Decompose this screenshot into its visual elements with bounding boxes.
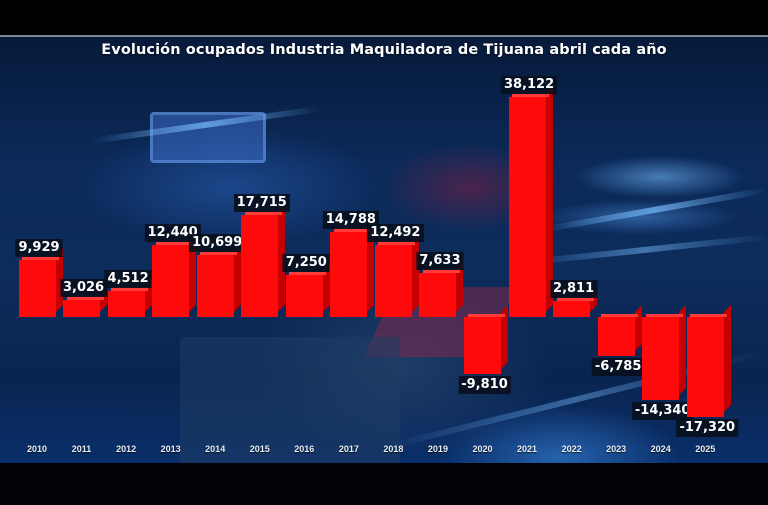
x-axis-label-2019: 2019 [427, 444, 448, 454]
bar-2020 [464, 317, 501, 374]
bar-2024 [642, 317, 680, 400]
bar-top-2012 [111, 287, 149, 291]
bar-2025 [686, 317, 724, 417]
value-label-2017: 14,788 [322, 210, 379, 229]
value-label-2016: 7,250 [282, 254, 330, 273]
x-axis-label-2024: 2024 [650, 444, 671, 454]
bar-top-2022 [556, 297, 594, 301]
x-axis-label-2014: 2014 [205, 444, 226, 454]
bar-2012 [107, 290, 145, 317]
bar-2021 [508, 97, 546, 317]
x-axis-label-2011: 2011 [71, 444, 92, 454]
bar-top-2015 [244, 211, 282, 215]
value-label-2024: -14,340 [631, 401, 694, 420]
x-axis-label-2025: 2025 [695, 444, 716, 454]
bar-top-2024 [645, 313, 683, 317]
value-label-2021: 38,122 [500, 76, 558, 94]
value-label-2014: 10,699 [189, 234, 246, 253]
value-label-2011: 3,026 [59, 278, 108, 297]
bar-top-2018 [378, 241, 416, 245]
bottom-letterbox [0, 463, 768, 505]
value-label-2020: -9,810 [458, 375, 511, 394]
x-axis-label-2021: 2021 [517, 444, 538, 454]
x-axis-label-2022: 2022 [561, 444, 582, 454]
bar-side-2025 [723, 305, 731, 412]
top-letterbox [0, 0, 768, 36]
value-label-2010: 9,929 [15, 238, 63, 257]
bar-side-2024 [679, 305, 687, 395]
x-axis-label-2018: 2018 [383, 444, 404, 454]
board-decoration [180, 337, 400, 463]
bar-2022 [553, 300, 591, 317]
bar-side-2021 [545, 85, 553, 312]
bar-2017 [330, 231, 368, 317]
x-axis-label-2023: 2023 [606, 444, 627, 454]
bar-top-2017 [333, 228, 371, 232]
value-label-2022: 2,811 [550, 279, 598, 298]
bar-top-2011 [66, 296, 104, 300]
bar-top-2019 [422, 269, 460, 273]
bar-2013 [152, 245, 190, 317]
x-axis-label-2010: 2010 [26, 444, 48, 454]
bar-2016 [285, 275, 323, 317]
bar-top-2016 [289, 271, 327, 276]
bar-2023 [597, 317, 635, 357]
bar-top-2023 [601, 313, 639, 317]
bar-top-2020 [467, 313, 505, 317]
value-label-2023: -6,785 [591, 358, 645, 377]
bar-2011 [63, 299, 101, 317]
bar-side-2023 [634, 305, 642, 352]
bar-2014 [196, 255, 234, 317]
x-axis-label-2012: 2012 [116, 444, 137, 454]
bar-2015 [241, 214, 279, 317]
value-label-2012: 4,512 [104, 269, 152, 288]
bar-top-2010 [22, 256, 59, 260]
x-axis-label-2017: 2017 [338, 444, 359, 454]
x-axis-label-2015: 2015 [249, 444, 270, 454]
bar-top-2021 [512, 93, 550, 97]
chart-title: Evolución ocupados Industria Maquiladora… [101, 42, 667, 58]
bar-top-2013 [155, 241, 193, 246]
value-label-2025: -17,320 [676, 418, 739, 437]
x-axis-label-2013: 2013 [160, 444, 181, 454]
value-label-2018: 12,492 [367, 223, 424, 242]
bar-2010 [18, 259, 56, 317]
value-label-2015: 17,715 [233, 193, 290, 212]
bar-2019 [419, 272, 457, 317]
x-axis-label-2020: 2020 [472, 444, 493, 454]
x-axis-label-2016: 2016 [294, 444, 315, 454]
top-divider [0, 35, 768, 37]
bar-2018 [374, 244, 412, 317]
background-circuit-board-image [0, 37, 768, 463]
value-label-2019: 7,633 [416, 251, 464, 270]
bar-top-2025 [690, 313, 728, 317]
value-label-2013: 12,440 [144, 224, 201, 243]
bar-top-2014 [200, 251, 238, 256]
